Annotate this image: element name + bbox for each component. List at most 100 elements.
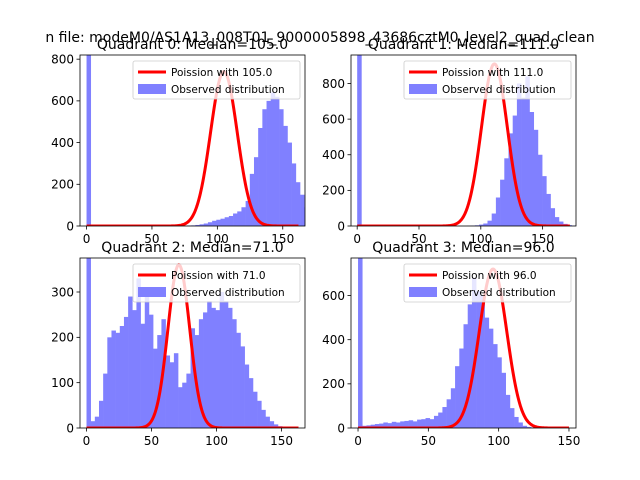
x-tick-label: 150 [558,434,581,448]
histogram-bar [207,301,212,428]
histogram-bar [269,421,275,428]
x-tick-label: 150 [270,434,293,448]
histogram-bar [165,355,171,428]
x-tick-label: 50 [144,232,159,246]
histogram-bar [244,364,250,428]
histogram-bar [455,366,460,428]
histogram-bar [178,387,183,428]
histogram-bar [542,176,547,226]
histogram-bar [103,373,108,428]
histogram-bar [501,372,506,428]
y-tick-label: 600 [322,289,345,303]
legend-observed-swatch [409,84,437,94]
quadrant-3-panel: 0 50 100 150 0 200 400 600 Quadrant 3: Median=96… [322,240,580,448]
histogram-bar [459,348,464,428]
histogram-bar [148,314,154,428]
histogram-bar [438,412,443,428]
axes-frame [79,54,306,227]
histogram-bar [450,388,456,428]
histogram-bar [107,337,112,428]
histogram-bar [521,97,526,226]
histogram-bars [358,258,540,428]
histogram-bar [249,173,255,226]
histogram-bar [526,426,532,428]
histogram-bar [199,224,205,226]
histogram-bar [500,179,505,226]
histogram-bar [228,307,233,428]
histogram-bar [408,420,414,428]
histogram-bar [169,362,175,428]
histogram-bar [266,100,272,226]
histogram-bar [291,163,297,226]
histogram-bar [211,307,216,428]
histogram-bar [123,316,129,428]
histogram-bar [207,222,213,226]
histogram-bar [391,421,397,428]
legend-box [132,263,301,303]
quadrant-1-panel: 0 50 100 150 0 200 400 600 800 Quadrant 1: Median… [322,37,577,246]
histogram-bar [417,419,422,428]
histogram-bar [467,304,473,428]
legend-observed-label: Observed distribution [442,287,556,299]
x-tick-label: 0 [354,434,362,448]
legend: Poission with 96.0 Observed distribution [403,263,572,303]
histogram-bar [270,92,276,226]
histogram-bar [279,109,284,226]
histogram-bar [300,194,305,226]
histogram-bar [497,357,502,428]
axes-title: Quadrant 2: Median=71.0 [101,240,283,256]
histogram-bar [518,422,523,428]
histogram-bar [287,142,292,226]
histogram-bar [128,296,133,428]
axes-frame [79,257,306,429]
legend: Poission with 71.0 Observed distribution [132,263,301,303]
histogram-bar [370,424,376,428]
histogram-bar [86,258,91,428]
x-tick-label: 100 [469,232,492,246]
axes-title: Quadrant 0: Median=105.0 [97,37,288,53]
histogram-bar [495,197,501,226]
histogram-bar [248,378,254,428]
y-tick-label: 800 [51,52,74,66]
histogram-bar [357,55,362,226]
histogram-bar [274,96,280,226]
histogram-bar [153,348,158,428]
histogram-bar [383,422,388,428]
histogram-bar [379,423,384,428]
x-tick-label: 0 [83,232,91,246]
histogram-bar [182,382,187,428]
legend-observed-swatch [409,287,437,297]
histogram-bar [98,400,104,428]
y-tick-label: 100 [51,376,74,390]
histogram-bar [140,323,146,428]
histogram-bar [412,421,418,428]
y-tick-label: 200 [322,184,345,198]
histogram-bar [245,200,251,226]
histogram-bar [487,220,492,226]
histogram-bar [483,223,488,226]
histogram-bar [203,223,209,226]
histogram-bars [86,55,305,226]
histogram-bar [558,221,564,226]
legend-observed-swatch [138,84,166,94]
histogram-bar [479,224,484,226]
legend-poisson-label: Poission with 111.0 [442,67,543,79]
axes-frame [350,54,577,227]
histogram-bar [516,83,522,226]
histogram-bar [514,416,519,428]
quadrant-0-panel: 0 50 100 150 0 200 400 600 800 Quadrant 0: Median… [51,37,306,246]
histogram-bar [265,416,270,428]
y-tick-label: 200 [51,331,74,345]
figure-title: n file: modeM0/AS1A13_008T01_9000005898_… [45,30,594,46]
x-tick-label: 50 [144,434,159,448]
histogram-bar [220,218,225,226]
histogram-bar [157,335,162,428]
histogram-bar [257,400,262,428]
histogram-bar [86,55,92,226]
poisson-curve [86,70,299,226]
histogram-bar [273,424,279,428]
y-tick-label: 0 [66,219,74,233]
histogram-bar [484,317,490,428]
histogram-bar [111,330,116,428]
legend: Poission with 105.0 Observed distribution [132,60,301,100]
